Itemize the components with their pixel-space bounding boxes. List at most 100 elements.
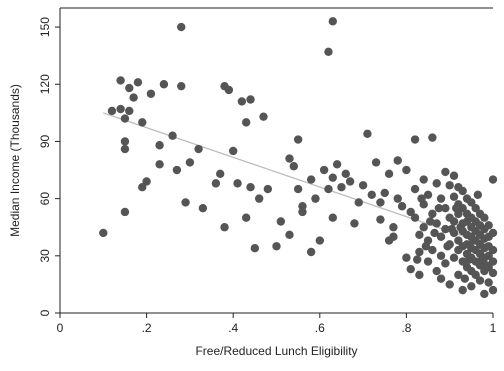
data-point <box>417 194 426 203</box>
y-tick-label: 90 <box>38 134 52 148</box>
data-point <box>467 198 476 207</box>
data-point <box>432 266 441 276</box>
data-point <box>107 106 117 116</box>
data-point <box>138 182 147 192</box>
data-point <box>406 264 415 274</box>
data-point <box>428 245 437 255</box>
data-point <box>363 129 372 139</box>
y-tick-label: 30 <box>38 249 52 263</box>
data-point <box>324 47 333 57</box>
data-point <box>263 184 273 194</box>
data-point <box>293 184 303 194</box>
data-point <box>181 198 190 207</box>
data-point <box>488 268 498 278</box>
data-point <box>229 146 238 156</box>
data-point <box>428 133 437 142</box>
data-point <box>415 247 424 257</box>
data-point <box>194 144 203 154</box>
data-point <box>447 224 457 234</box>
data-point <box>332 160 342 169</box>
data-point <box>458 203 467 213</box>
data-point <box>241 118 251 127</box>
data-point <box>441 259 450 268</box>
data-point <box>216 169 225 179</box>
data-point <box>367 190 376 200</box>
data-point <box>434 203 444 213</box>
y-tick-label: 60 <box>38 192 52 206</box>
data-point <box>441 224 450 234</box>
data-point <box>428 209 437 219</box>
data-point <box>441 167 450 177</box>
data-point <box>484 251 493 261</box>
data-point <box>467 282 476 291</box>
data-point <box>328 213 337 222</box>
data-point <box>133 78 143 87</box>
data-point <box>482 261 491 270</box>
data-point <box>488 257 498 266</box>
data-point <box>449 253 459 262</box>
data-point <box>311 194 320 203</box>
data-point <box>464 255 474 264</box>
data-point <box>125 106 134 116</box>
data-point <box>116 76 125 85</box>
data-point <box>410 213 420 222</box>
data-point <box>159 80 169 89</box>
data-point <box>319 165 329 175</box>
data-point <box>384 169 394 179</box>
data-point <box>168 131 177 140</box>
data-point <box>402 253 411 262</box>
data-point <box>138 118 147 127</box>
data-point <box>306 247 316 257</box>
data-point <box>120 137 130 146</box>
axes-layer: 0 .2 .4 .6 .8 1 0 30 60 90 120 150 <box>38 7 497 335</box>
data-point <box>451 203 461 213</box>
data-point <box>423 257 433 266</box>
data-point <box>293 135 303 144</box>
data-point <box>389 223 398 232</box>
data-point <box>129 93 138 102</box>
data-point <box>454 236 463 245</box>
data-point <box>306 175 316 184</box>
data-point <box>177 22 186 32</box>
data-point <box>259 112 268 121</box>
x-tick-label: .4 <box>228 321 238 335</box>
data-point <box>475 276 485 285</box>
data-point <box>371 158 381 167</box>
data-point <box>449 192 459 201</box>
data-point <box>315 236 324 245</box>
data-point <box>423 190 433 200</box>
data-point <box>233 179 242 188</box>
data-point <box>250 243 260 253</box>
data-point <box>397 202 407 211</box>
data-point <box>445 181 454 190</box>
data-point <box>285 230 294 240</box>
data-point <box>432 219 441 228</box>
data-point <box>469 236 478 245</box>
x-tick-label: .6 <box>315 321 325 335</box>
data-point <box>120 114 130 123</box>
data-point <box>415 270 424 280</box>
data-point <box>389 232 398 241</box>
data-point <box>116 104 125 114</box>
data-point <box>155 141 164 150</box>
data-point <box>436 251 446 261</box>
data-point <box>272 242 281 251</box>
data-point <box>480 289 489 299</box>
data-point <box>341 169 350 179</box>
data-point <box>471 203 480 213</box>
data-point <box>99 228 108 238</box>
data-point <box>449 217 459 226</box>
data-point <box>436 274 446 283</box>
data-point <box>419 223 428 232</box>
data-point <box>345 177 355 186</box>
data-point <box>146 89 156 98</box>
data-point <box>480 213 489 222</box>
data-point <box>237 97 247 106</box>
data-point <box>426 217 435 226</box>
data-point <box>458 186 467 196</box>
data-point <box>211 179 221 188</box>
data-point <box>393 194 402 203</box>
data-point <box>454 270 463 280</box>
data-point <box>376 198 385 207</box>
